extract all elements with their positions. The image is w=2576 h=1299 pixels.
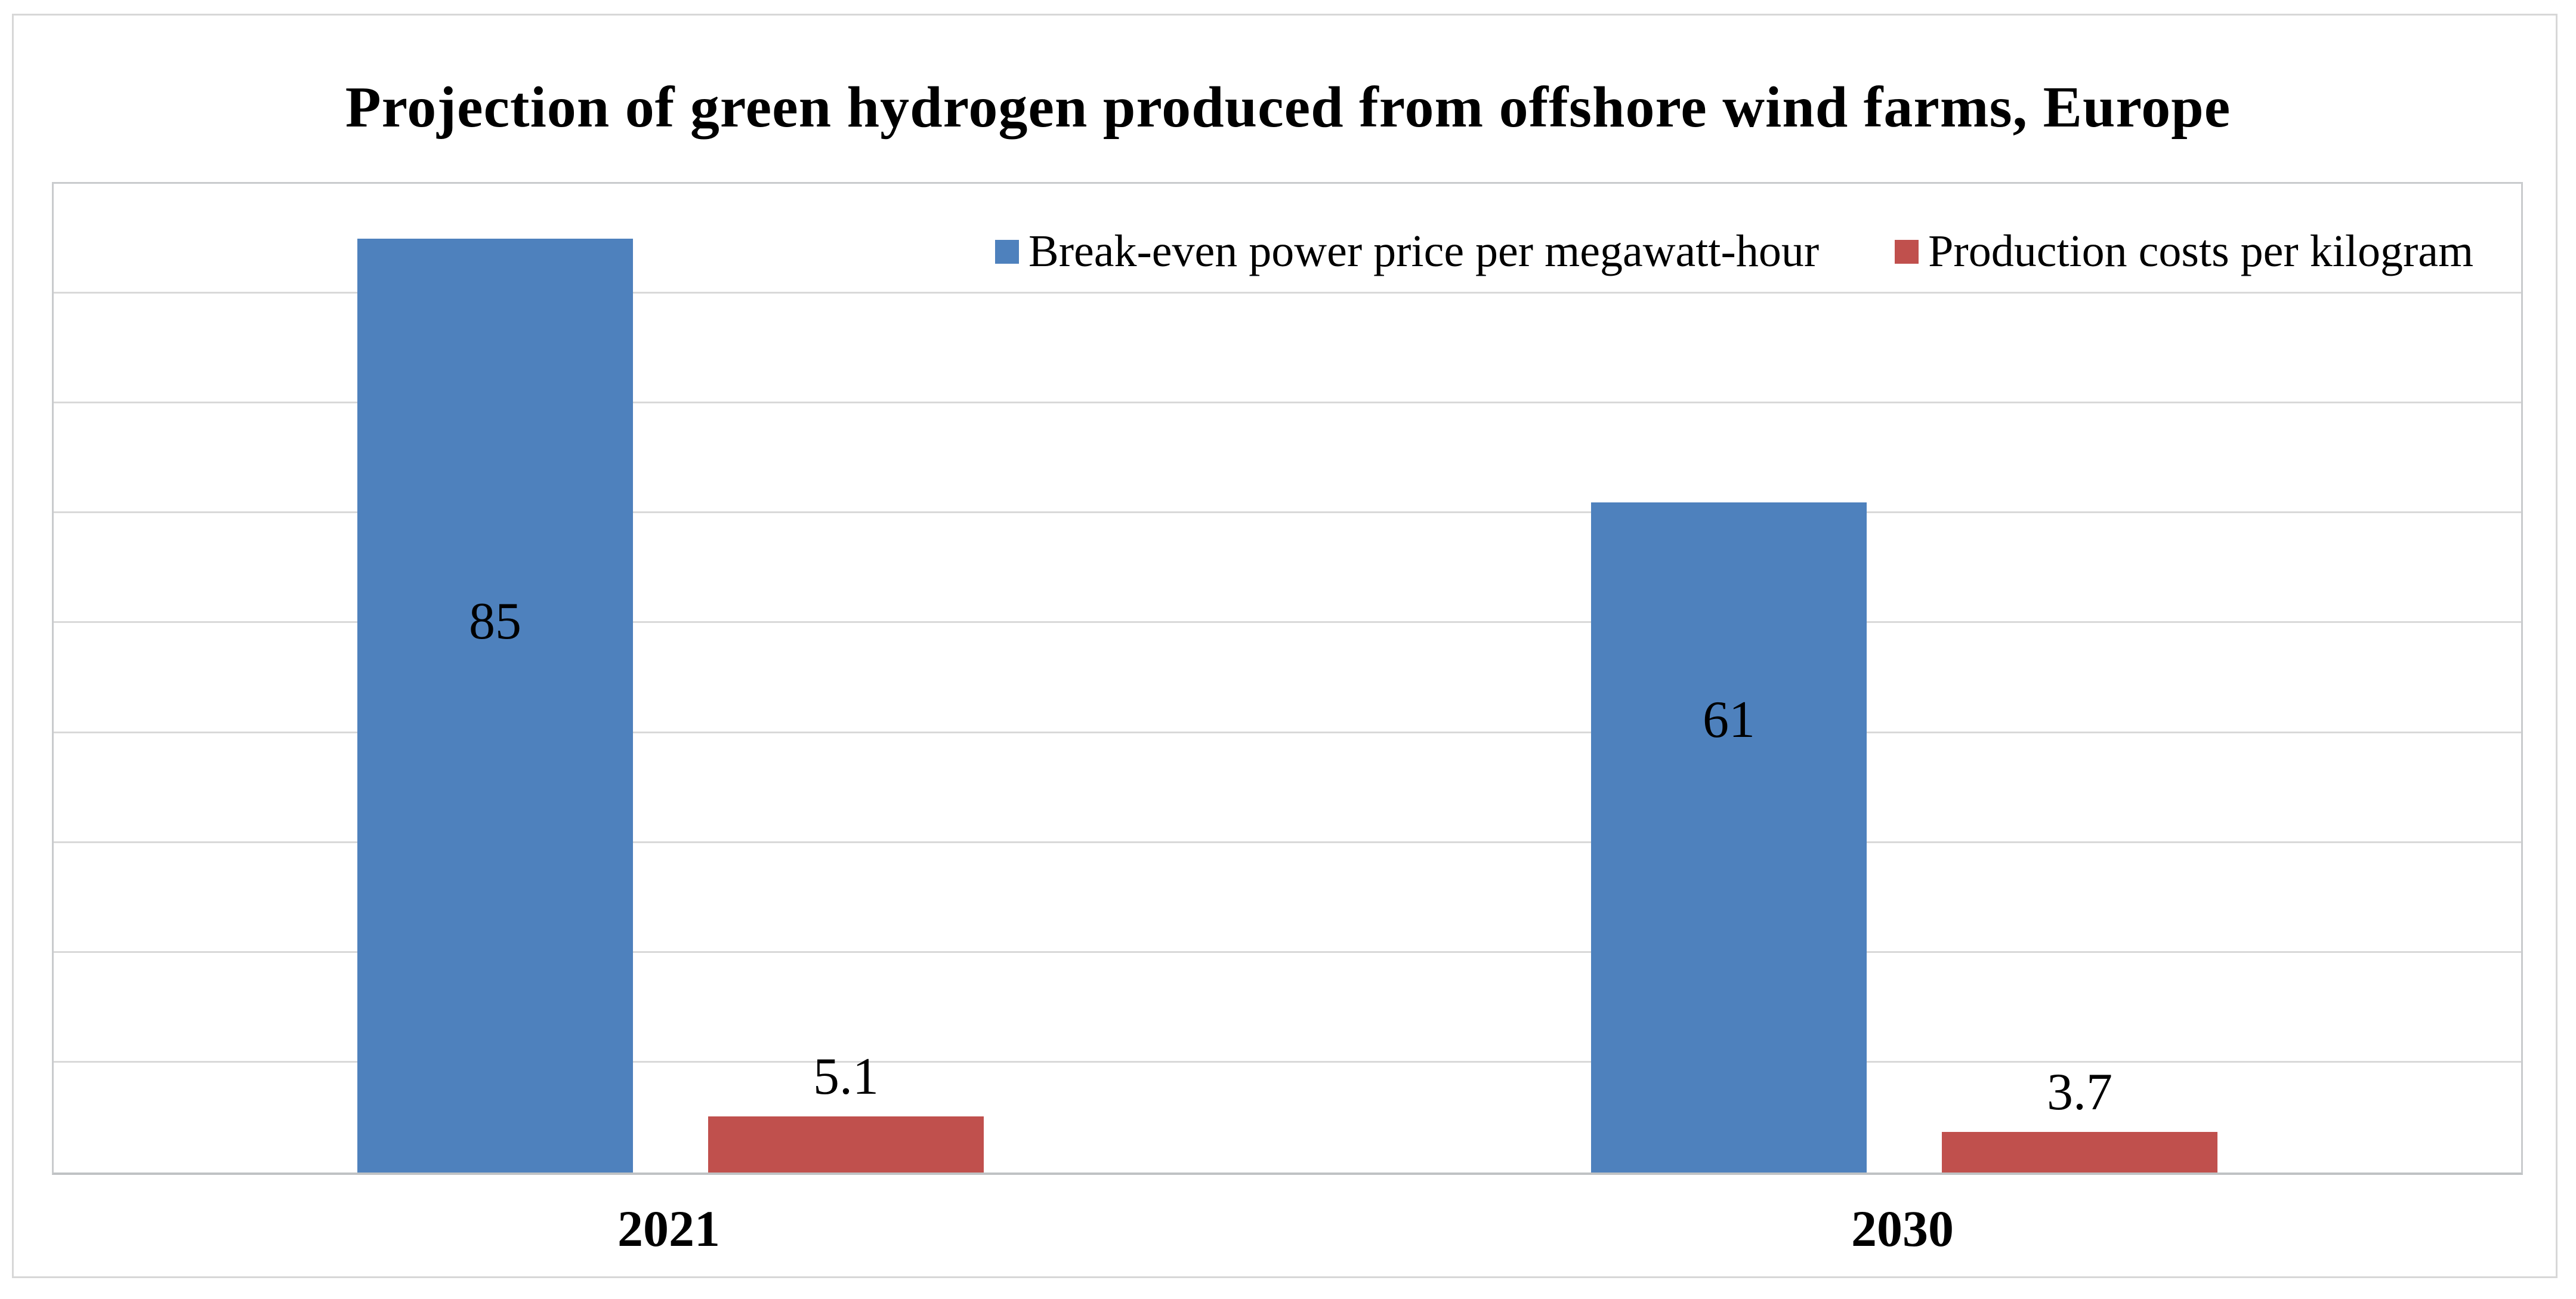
gridline — [54, 731, 2521, 733]
chart-outer-border — [12, 14, 2558, 1278]
gridline — [54, 621, 2521, 624]
gridline — [54, 402, 2521, 404]
gridline — [54, 511, 2521, 514]
bar-value-label-break-even-2030: 61 — [1703, 690, 1755, 749]
bar-break-even-2021: 85 — [357, 239, 633, 1173]
legend: Break-even power price per megawatt-hour… — [995, 226, 2474, 277]
legend-swatch-blue-icon — [995, 239, 1019, 264]
bar-production-costs-2021: 5.1 — [708, 1051, 984, 1173]
gridline — [54, 1060, 2521, 1063]
category-axis: 2021 2030 — [52, 1201, 2519, 1257]
gridline — [54, 951, 2521, 953]
legend-label-break-even: Break-even power price per megawatt-hour — [1028, 226, 1820, 276]
category-label-2021: 2021 — [617, 1200, 720, 1257]
legend-swatch-red-icon — [1895, 239, 1919, 264]
plot-area: Break-even power price per megawatt-hour… — [52, 182, 2523, 1175]
bar-value-label-break-even-2021: 85 — [469, 592, 521, 650]
gridline — [54, 292, 2521, 294]
bar-value-label-production-costs-2021: 5.1 — [813, 1048, 879, 1106]
bar-value-label-production-costs-2030: 3.7 — [2047, 1063, 2112, 1121]
legend-item-break-even: Break-even power price per megawatt-hour — [995, 226, 1820, 277]
bar-production-costs-2030: 3.7 — [1942, 1066, 2217, 1173]
bar-break-even-2030: 61 — [1591, 502, 1867, 1173]
chart-title: Projection of green hydrogen produced fr… — [345, 75, 2231, 140]
category-label-2030: 2030 — [1851, 1200, 1954, 1257]
legend-label-production-costs: Production costs per kilogram — [1928, 226, 2474, 276]
legend-item-production-costs: Production costs per kilogram — [1895, 226, 2474, 277]
gridline — [54, 841, 2521, 843]
